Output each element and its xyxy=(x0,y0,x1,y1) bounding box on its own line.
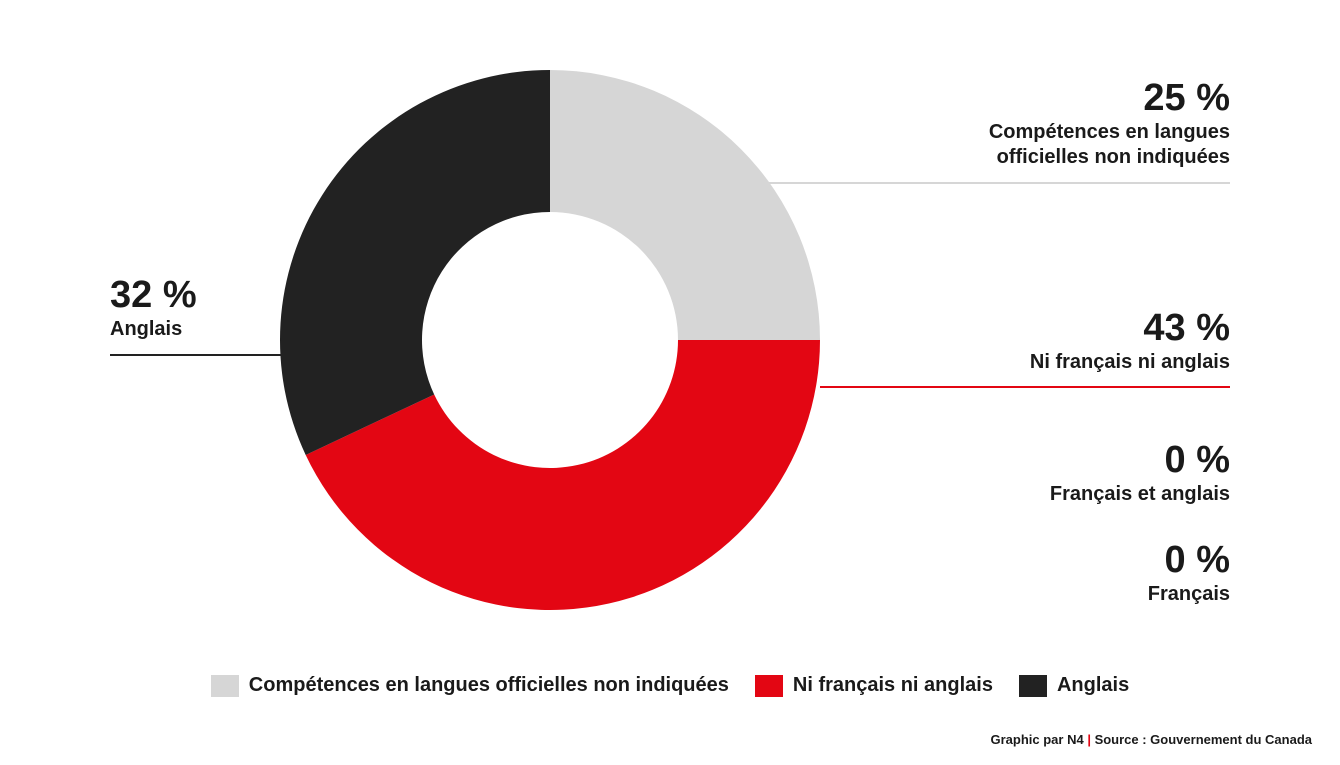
leader-line-not-indicated xyxy=(760,182,1230,184)
slice-label-fr-en: 0 % Français et anglais xyxy=(930,440,1230,507)
label-value: 0 % xyxy=(930,540,1230,582)
leader-line-neither xyxy=(820,386,1230,388)
label-text: Français et anglais xyxy=(930,482,1230,507)
attribution: Graphic par N4 | Source : Gouvernement d… xyxy=(990,732,1312,747)
attribution-left: Graphic par N4 xyxy=(990,732,1083,747)
label-text: Français xyxy=(930,582,1230,607)
label-value: 25 % xyxy=(900,78,1230,120)
legend-item-not-indicated: Compétences en langues officielles non i… xyxy=(211,674,729,697)
legend-label: Ni français ni anglais xyxy=(793,674,993,697)
slice-label-neither: 43 % Ni français ni anglais xyxy=(930,308,1230,375)
donut-chart xyxy=(280,70,820,610)
leader-line-english xyxy=(110,354,285,356)
label-text: Ni français ni anglais xyxy=(930,350,1230,375)
label-text: Anglais xyxy=(110,317,310,342)
legend-item-neither: Ni français ni anglais xyxy=(755,674,993,697)
legend-item-english: Anglais xyxy=(1019,674,1129,697)
legend-label: Compétences en langues officielles non i… xyxy=(249,674,729,697)
legend: Compétences en langues officielles non i… xyxy=(0,674,1340,697)
slice-label-english: 32 % Anglais xyxy=(110,275,310,342)
label-value: 32 % xyxy=(110,275,310,317)
legend-swatch xyxy=(1019,675,1047,697)
label-value: 43 % xyxy=(930,308,1230,350)
legend-swatch xyxy=(755,675,783,697)
label-value: 0 % xyxy=(930,440,1230,482)
attribution-right: Source : Gouvernement du Canada xyxy=(1095,732,1312,747)
slice-label-not-indicated: 25 % Compétences en languesofficielles n… xyxy=(900,78,1230,170)
slice-label-french: 0 % Français xyxy=(930,540,1230,607)
donut-slice xyxy=(280,70,550,455)
legend-label: Anglais xyxy=(1057,674,1129,697)
donut-slice xyxy=(550,70,820,340)
legend-swatch xyxy=(211,675,239,697)
chart-area: 25 % Compétences en languesofficielles n… xyxy=(0,30,1340,650)
label-text: Compétences en languesofficielles non in… xyxy=(900,120,1230,170)
attribution-pipe: | xyxy=(1087,732,1094,747)
